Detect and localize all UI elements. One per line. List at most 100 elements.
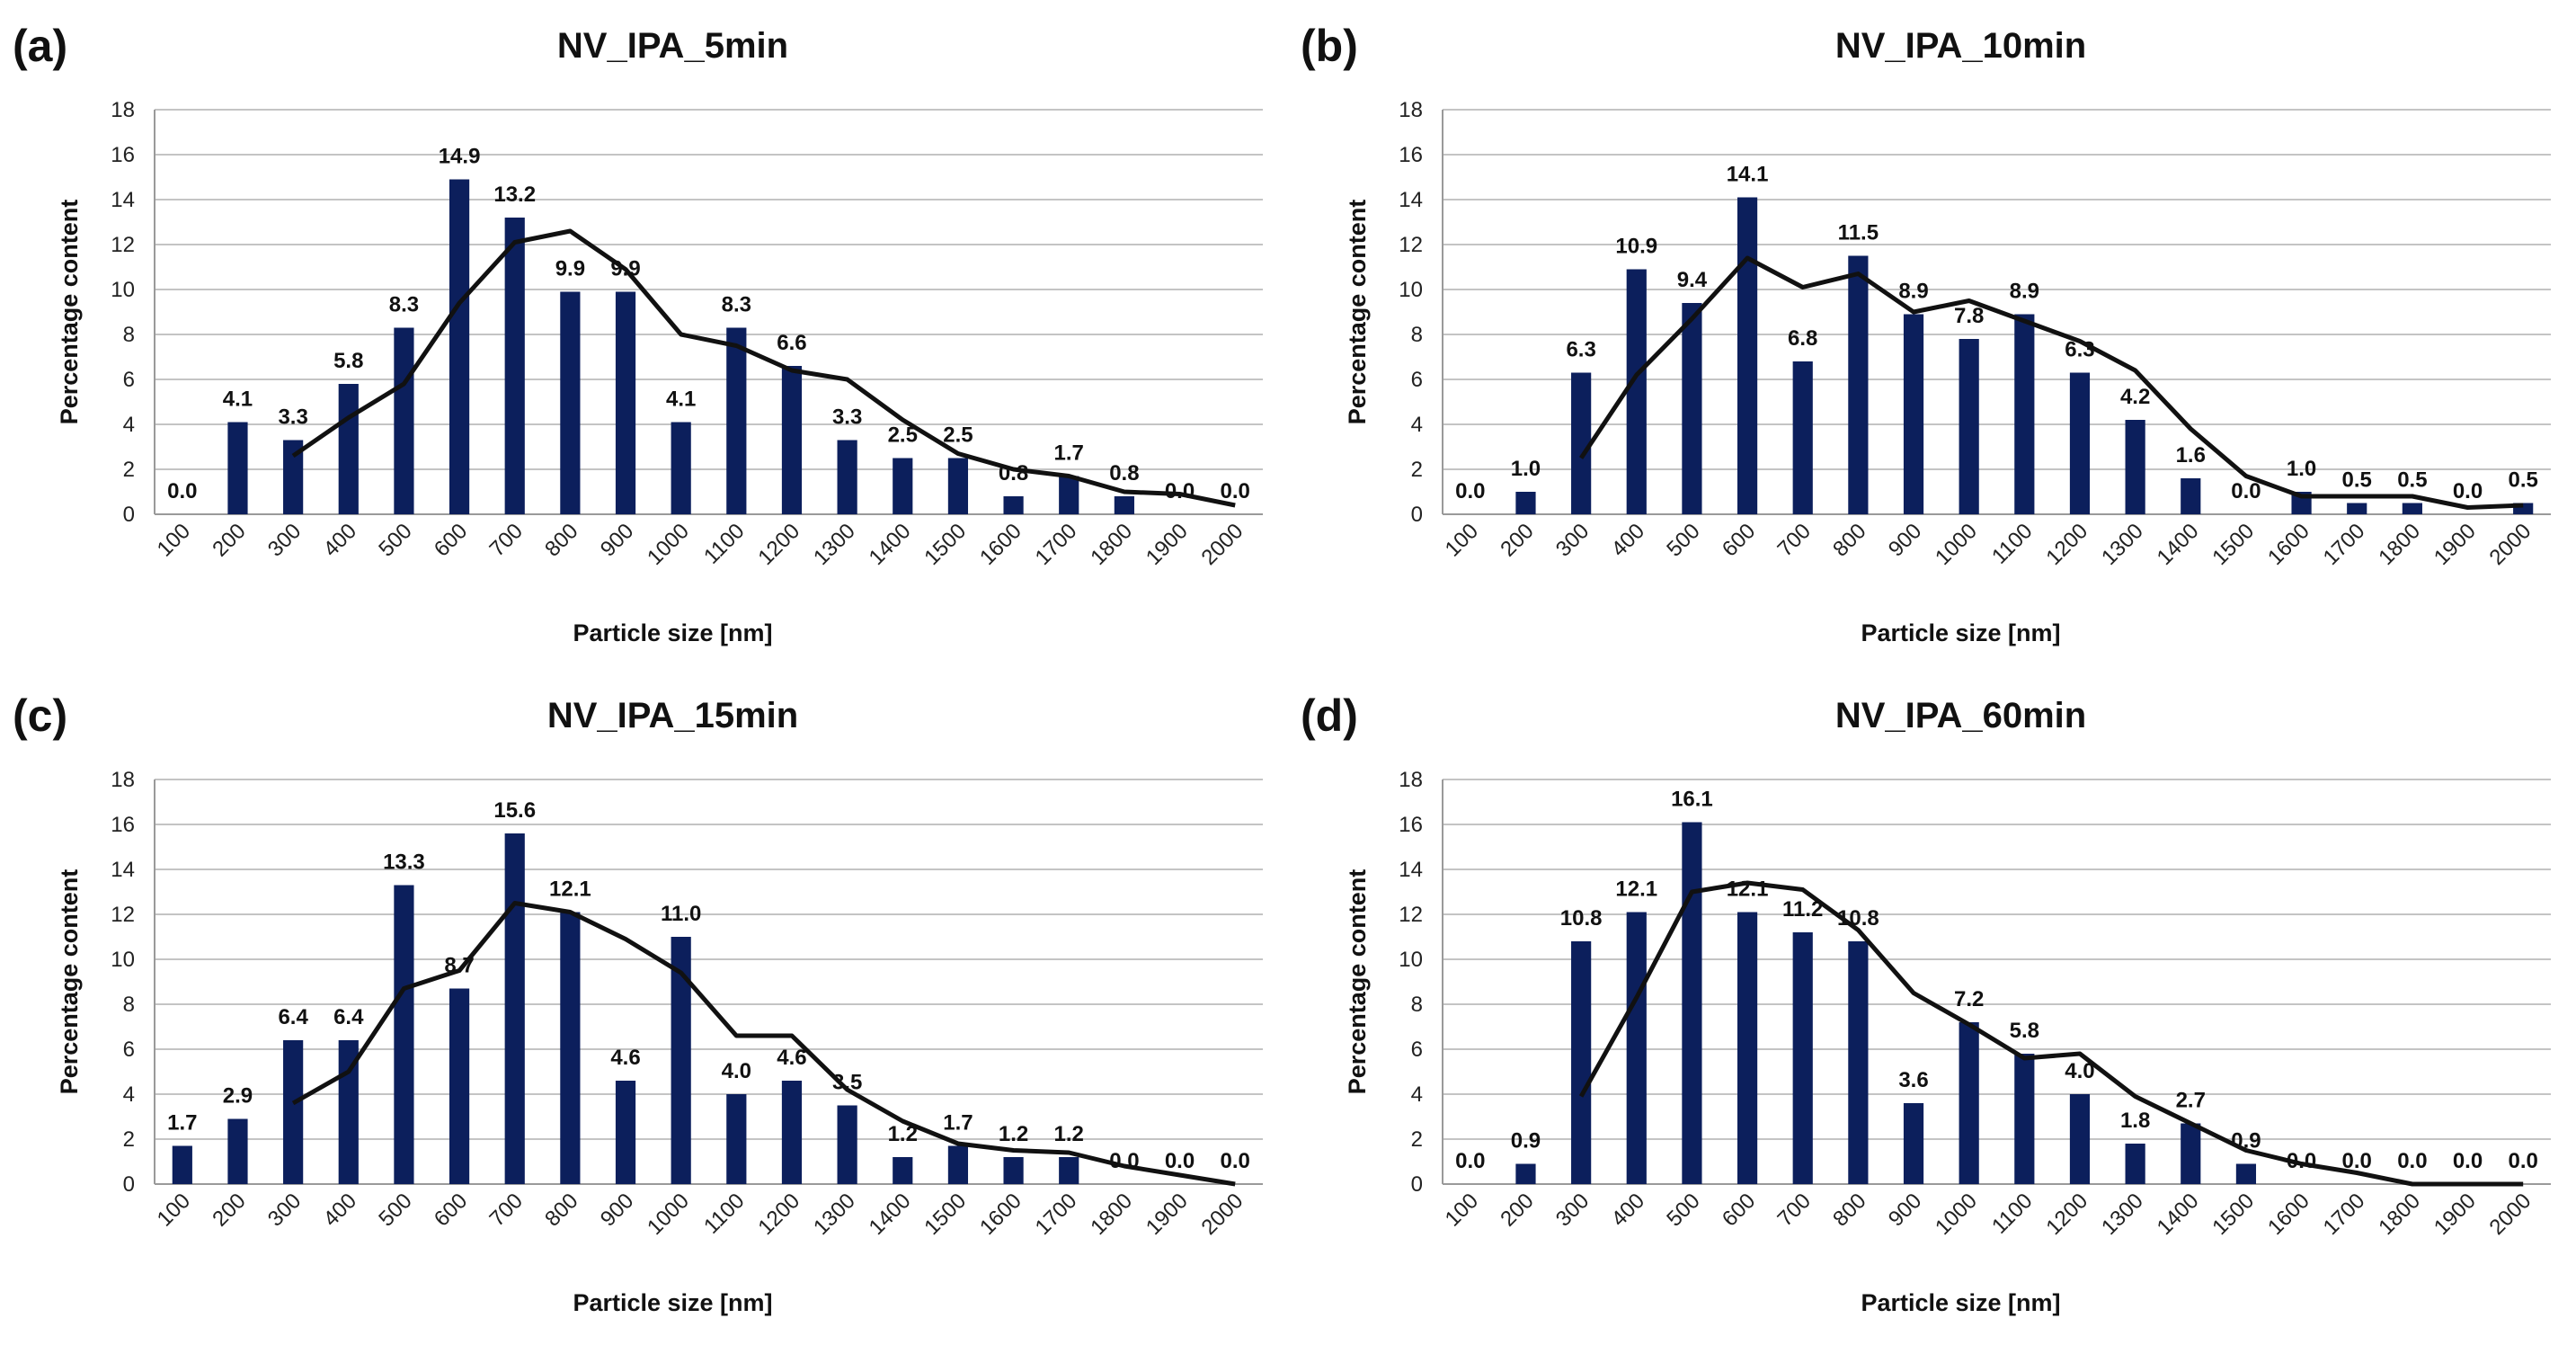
data-label: 0.0	[1165, 1149, 1195, 1173]
data-label: 6.3	[2065, 338, 2094, 362]
y-tick-label: 14	[111, 858, 135, 882]
data-label: 7.2	[1954, 987, 1984, 1011]
bar	[2235, 1163, 2257, 1184]
data-label: 4.0	[722, 1059, 751, 1083]
y-tick-label: 8	[123, 323, 135, 347]
data-label: 11.2	[1782, 897, 1823, 922]
data-label: 9.9	[555, 257, 585, 281]
data-label: 0.0	[2231, 479, 2261, 503]
data-label: 0.9	[1511, 1129, 1541, 1153]
chart-title: NV_IPA_60min	[1835, 696, 2086, 735]
x-tick-label: 400	[319, 519, 361, 561]
y-tick-label: 14	[111, 188, 135, 212]
data-label: 3.3	[278, 405, 307, 430]
x-tick-label: 1000	[643, 519, 694, 570]
chart-panel-c: (c) NV_IPA_15min 0 2 4 6 8 10 12 14 16 18 1.7 2.9 6.4 6…	[0, 670, 1288, 1345]
chart-svg: (b) NV_IPA_10min 0 2 4 6 8 10 12 14 16 18 0.0 1.0 6.3 1…	[1301, 21, 2551, 646]
data-label: 0.0	[2287, 1149, 2316, 1173]
x-tick-label: 1700	[2319, 1189, 2370, 1240]
data-label: 0.9	[2231, 1129, 2261, 1153]
y-axis-label: Percentage content	[1344, 200, 1371, 425]
data-label: 4.1	[223, 387, 253, 412]
y-tick-label: 12	[111, 233, 135, 257]
data-label: 8.9	[1898, 280, 1928, 304]
data-label: 1.7	[167, 1111, 197, 1136]
bar	[893, 1157, 913, 1184]
x-tick-label: 1100	[1987, 1189, 2038, 1239]
data-label: 16.1	[1671, 788, 1713, 812]
bar	[1114, 496, 1134, 514]
x-tick-label: 1000	[1931, 519, 1982, 570]
y-tick-label: 4	[1411, 1082, 1423, 1107]
data-label: 1.0	[1511, 457, 1541, 481]
x-tick-label: 300	[1551, 1189, 1594, 1231]
data-label: 0.0	[2453, 479, 2483, 503]
data-label: 6.8	[1788, 326, 1817, 351]
bar	[1003, 496, 1024, 514]
y-axis-label: Percentage content	[56, 200, 83, 425]
x-tick-label: 900	[596, 1189, 638, 1231]
data-label: 6.6	[777, 331, 806, 355]
data-label: 8.7	[444, 954, 474, 978]
data-label: 12.1	[1615, 877, 1657, 902]
bar	[449, 988, 470, 1184]
x-tick-label: 1700	[1031, 519, 1082, 570]
data-label: 4.2	[2120, 385, 2150, 409]
y-tick-label: 2	[123, 458, 135, 482]
x-tick-label: 1400	[2153, 519, 2204, 570]
x-tick-label: 1300	[2097, 1189, 2148, 1240]
bar	[2402, 503, 2422, 514]
data-label: 9.4	[1677, 268, 1708, 292]
data-label: 3.3	[832, 405, 862, 430]
bar	[172, 1145, 192, 1184]
bar	[1003, 1157, 1024, 1184]
bar	[2181, 1123, 2201, 1184]
bar	[283, 1040, 304, 1184]
y-tick-label: 2	[123, 1127, 135, 1152]
x-tick-label: 1400	[2153, 1189, 2204, 1240]
data-label: 8.3	[722, 293, 751, 317]
bar	[781, 366, 803, 514]
bar	[504, 218, 525, 514]
x-tick-label: 400	[1607, 1189, 1649, 1231]
panel-letter: (c)	[13, 690, 67, 741]
bar	[1626, 269, 1647, 514]
bar	[1571, 941, 1592, 1184]
x-tick-label: 900	[1884, 519, 1926, 561]
chart-title: NV_IPA_5min	[557, 26, 788, 66]
data-label: 1.7	[1054, 441, 1084, 466]
y-tick-label: 14	[1399, 188, 1423, 212]
bar	[2014, 314, 2035, 514]
data-label: 13.2	[493, 183, 536, 207]
y-tick-label: 18	[1399, 768, 1423, 792]
bar	[504, 833, 525, 1184]
data-label: 2.5	[888, 423, 918, 448]
y-tick-label: 18	[111, 768, 135, 792]
trend-line	[291, 901, 1236, 1187]
data-label: 2.9	[223, 1084, 253, 1109]
y-tick-label: 6	[1411, 368, 1423, 392]
bar	[893, 458, 913, 514]
x-tick-label: 1600	[975, 1189, 1026, 1240]
data-label: 1.2	[1054, 1122, 1084, 1146]
data-label: 1.2	[888, 1122, 918, 1146]
data-label: 11.5	[1838, 221, 1879, 245]
panel-letter: (d)	[1301, 690, 1358, 741]
data-label: 1.2	[999, 1122, 1028, 1146]
x-tick-label: 1100	[699, 519, 750, 569]
data-label: 0.5	[2508, 468, 2537, 493]
x-tick-label: 300	[1551, 519, 1594, 561]
bar	[1848, 255, 1869, 514]
data-label: 14.9	[439, 145, 481, 169]
x-tick-label: 300	[263, 519, 306, 561]
chart-svg: (c) NV_IPA_15min 0 2 4 6 8 10 12 14 16 18 1.7 2.9 6.4 6…	[13, 690, 1263, 1316]
data-label: 0.0	[1220, 479, 1249, 503]
y-tick-label: 8	[123, 993, 135, 1017]
y-tick-label: 4	[1411, 413, 1423, 437]
y-tick-label: 10	[1399, 278, 1423, 302]
x-tick-label: 2000	[1197, 519, 1248, 570]
bar	[615, 291, 636, 514]
x-tick-label: 1600	[975, 519, 1026, 570]
trend-line	[1579, 255, 2524, 510]
data-label: 0.0	[2453, 1149, 2483, 1173]
